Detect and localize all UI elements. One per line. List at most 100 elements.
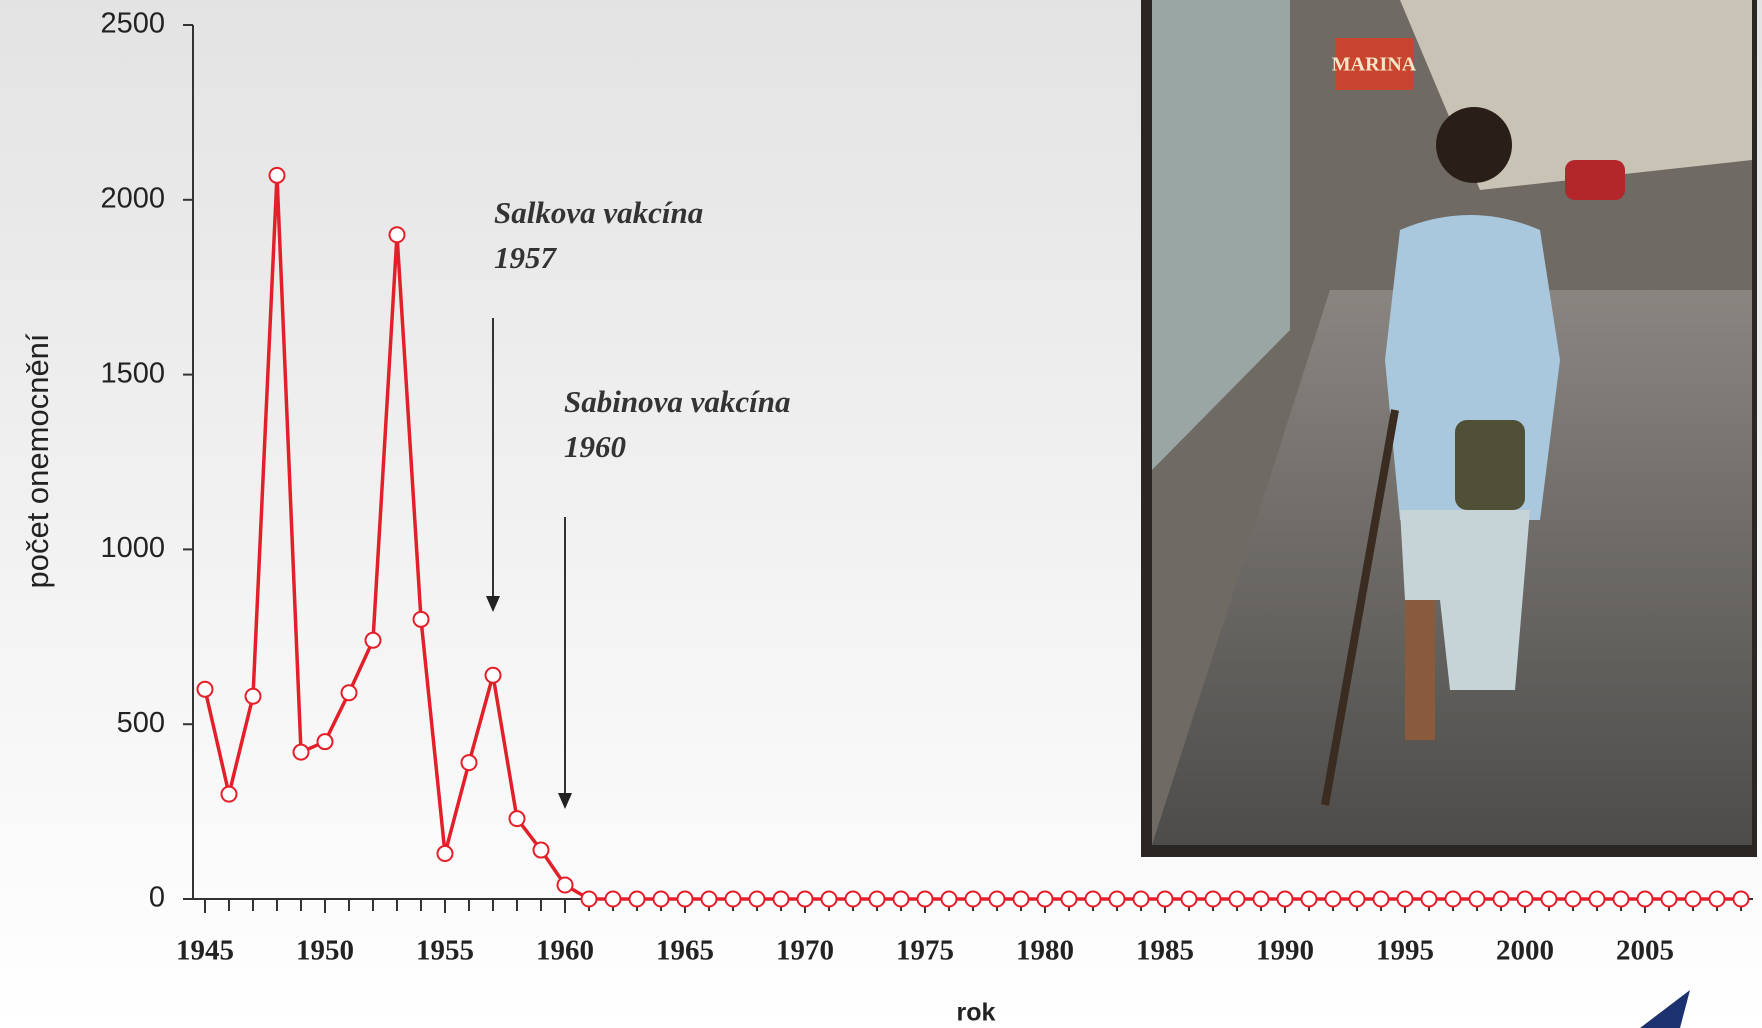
data-point (916, 890, 934, 908)
y-tick-label: 500 (117, 707, 165, 739)
data-point (1276, 890, 1294, 908)
photo-head (1436, 107, 1512, 183)
data-point (700, 890, 718, 908)
y-axis-label: počet onemocnění (20, 333, 55, 588)
data-point (988, 890, 1006, 908)
data-point (604, 890, 622, 908)
data-point (1324, 890, 1342, 908)
annotation-arrowhead (558, 793, 572, 809)
photo-leg (1405, 600, 1435, 740)
data-point (580, 890, 598, 908)
annotation-text: Sabinova vakcína (564, 384, 790, 419)
data-point (844, 890, 862, 908)
data-point (1156, 890, 1174, 908)
data-point (652, 890, 670, 908)
x-tick-label: 1955 (416, 935, 474, 967)
data-point (676, 890, 694, 908)
x-tick-label: 1965 (656, 935, 714, 967)
data-point (460, 754, 478, 772)
data-point (1396, 890, 1414, 908)
x-tick-label: 1975 (896, 935, 954, 967)
data-point (868, 890, 886, 908)
x-tick-label: 1970 (776, 935, 834, 967)
annotation-text: 1957 (494, 240, 558, 275)
data-point (1108, 890, 1126, 908)
x-tick-label: 2005 (1616, 935, 1674, 967)
data-point (1612, 890, 1630, 908)
data-point (196, 680, 214, 698)
photo-cane (1321, 409, 1399, 806)
data-point (964, 890, 982, 908)
photo: MARINA (1141, 0, 1757, 857)
data-point (508, 810, 526, 828)
data-point (1204, 890, 1222, 908)
data-point (292, 743, 310, 761)
data-point (724, 890, 742, 908)
data-point (1132, 890, 1150, 908)
data-point (1564, 890, 1582, 908)
x-tick-label: 1960 (536, 935, 594, 967)
photo-sign (1335, 38, 1413, 90)
data-point (436, 845, 454, 863)
data-point (1420, 890, 1438, 908)
data-point (1492, 890, 1510, 908)
data-point (940, 890, 958, 908)
data-point (220, 785, 238, 803)
data-point (1252, 890, 1270, 908)
photo-sign-text: MARINA (1332, 54, 1417, 76)
data-point (1300, 890, 1318, 908)
data-point (1372, 890, 1390, 908)
data-point (1468, 890, 1486, 908)
plot: 0 500 1000 1500 2000 2500 1945 1950 1955 1960 1965… (100, 8, 1753, 967)
x-tick-label: 1985 (1136, 935, 1194, 967)
corner-decoration (1640, 990, 1690, 1028)
data-point (1036, 890, 1054, 908)
y-tick-label: 1000 (100, 532, 165, 564)
data-point (820, 890, 838, 908)
y-tick-label: 0 (149, 882, 165, 914)
data-point (484, 666, 502, 684)
data-point (412, 610, 430, 628)
data-point (556, 876, 574, 894)
data-point (748, 890, 766, 908)
x-tick-label: 1980 (1016, 935, 1074, 967)
data-point (388, 226, 406, 244)
data-point (364, 631, 382, 649)
annotation-text: 1960 (564, 429, 626, 464)
x-tick-label: 1945 (176, 935, 234, 967)
data-point (1060, 890, 1078, 908)
y-tick-label: 2500 (100, 8, 165, 40)
data-point (268, 166, 286, 184)
data-point (1708, 890, 1726, 908)
y-tick-label: 1500 (100, 357, 165, 389)
x-tick-label: 2000 (1496, 935, 1554, 967)
data-point (1684, 890, 1702, 908)
data-point (1636, 890, 1654, 908)
x-axis-label: rok (957, 999, 996, 1027)
annotation-text: Salkova vakcína (494, 195, 703, 230)
photo-trousers (1400, 510, 1530, 690)
data-point (316, 733, 334, 751)
data-point (1660, 890, 1678, 908)
data-point (244, 687, 262, 705)
data-point (892, 890, 910, 908)
y-tick-label: 2000 (100, 182, 165, 214)
data-point (1540, 890, 1558, 908)
data-point (1444, 890, 1462, 908)
data-point (1516, 890, 1534, 908)
x-tick-label: 1995 (1376, 935, 1434, 967)
data-point (1228, 890, 1246, 908)
data-point (1180, 890, 1198, 908)
data-point (1348, 890, 1366, 908)
annotation-arrowhead (486, 596, 500, 612)
data-point (1732, 890, 1750, 908)
x-tick-label: 1950 (296, 935, 354, 967)
photo-car (1565, 160, 1625, 200)
data-point (796, 890, 814, 908)
data-point (1012, 890, 1030, 908)
data-point (532, 841, 550, 859)
data-point (772, 890, 790, 908)
data-point (1588, 890, 1606, 908)
photo-bag (1455, 420, 1525, 510)
data-point (1084, 890, 1102, 908)
